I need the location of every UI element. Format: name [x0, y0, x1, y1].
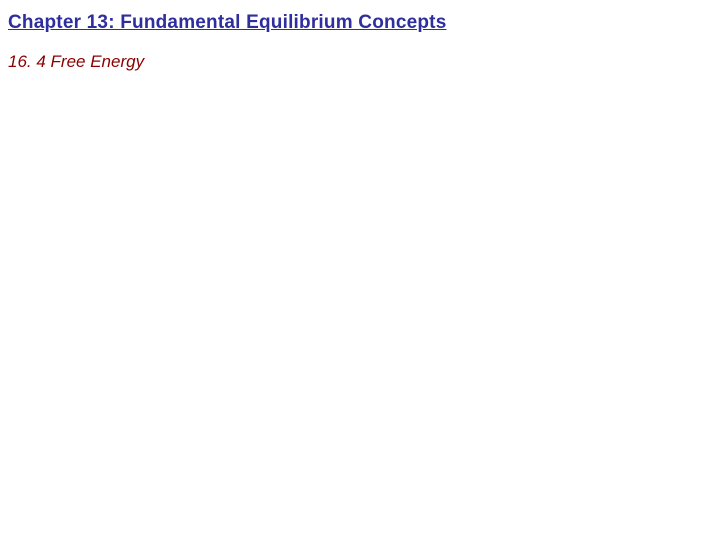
chapter-title: Chapter 13: Fundamental Equilibrium Conc…: [8, 12, 712, 34]
section-title: 16. 4 Free Energy: [8, 52, 712, 72]
